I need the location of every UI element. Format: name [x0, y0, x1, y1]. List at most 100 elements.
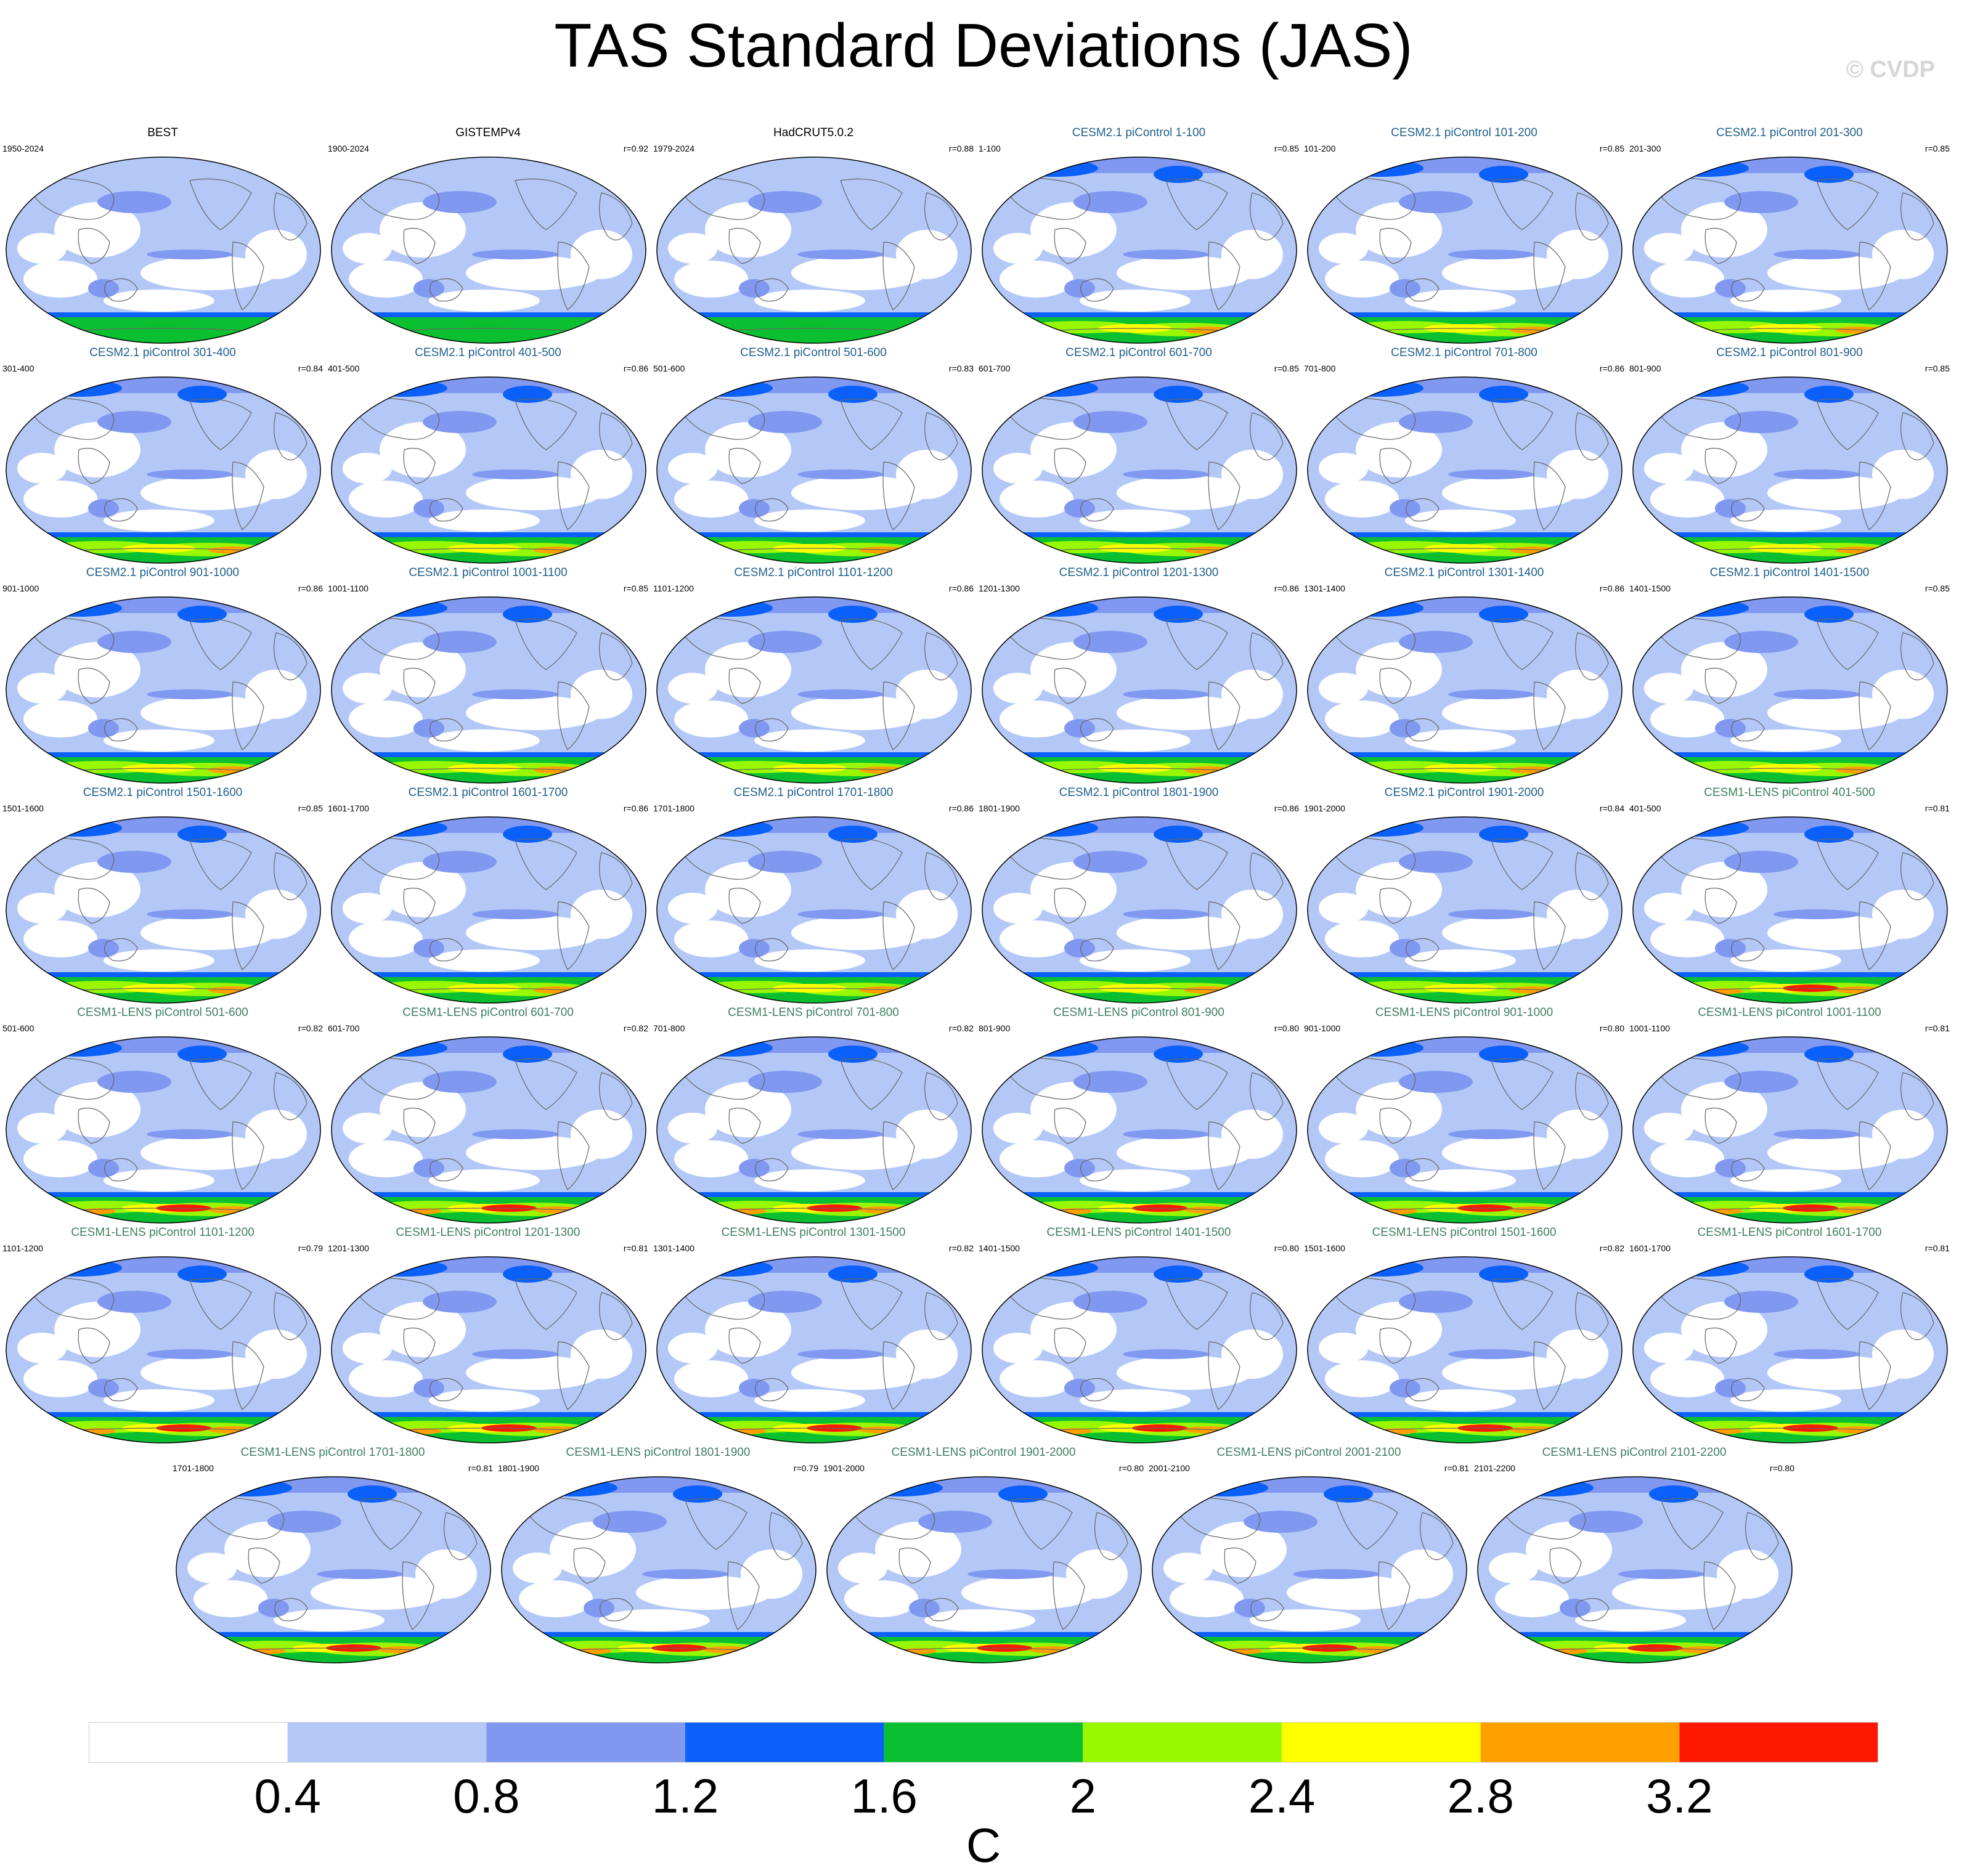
map-panel: CESM2.1 piControl 901-1000 901-1000 r=0.86 [0, 566, 325, 786]
map-panel: CESM1-LENS piControl 1801-1900 1801-1900 r… [495, 1446, 821, 1665]
panel-title: CESM1-LENS piControl 1301-1500 [721, 1226, 906, 1239]
panel-title: HadCRUT5.0.2 [773, 126, 853, 139]
map-image [1152, 1476, 1467, 1663]
panel-correlation: r=0.85 [298, 803, 323, 813]
panel-period: 2101-2200 [1474, 1463, 1515, 1473]
panel-period: 1901-2000 [823, 1463, 865, 1473]
panel-period: 1201-1300 [328, 1243, 369, 1253]
panel-title: CESM1-LENS piControl 1401-1500 [1046, 1226, 1231, 1239]
panel-correlation: r=0.85 [1599, 144, 1624, 153]
panel-correlation: r=0.80 [1769, 1463, 1794, 1473]
panel-title: CESM2.1 piControl 1101-1200 [734, 566, 893, 579]
panel-title: CESM2.1 piControl 1-100 [1072, 126, 1206, 139]
map-image [656, 376, 972, 564]
panel-period: 1301-1400 [653, 1243, 694, 1253]
panel-title: CESM1-LENS piControl 1601-1700 [1697, 1226, 1882, 1239]
panel-title: CESM1-LENS piControl 701-800 [728, 1006, 899, 1019]
map-panel: CESM1-LENS piControl 1301-1500 1301-1400 r… [651, 1226, 976, 1445]
map-image [6, 376, 321, 564]
map-image [6, 596, 321, 784]
panel-correlation: r=0.85 [1274, 144, 1299, 153]
panel-period: 1001-1100 [1629, 1023, 1670, 1033]
map-image [1632, 1036, 1948, 1224]
panel-period: 1701-1800 [173, 1463, 214, 1473]
map-panel: CESM2.1 piControl 201-300 201-300 r=0.85 [1627, 126, 1952, 346]
panel-correlation: r=0.86 [1274, 803, 1299, 813]
cvdp-watermark: © CVDP [1846, 57, 1935, 83]
map-image [331, 1256, 646, 1444]
panel-period: 601-700 [979, 363, 1011, 373]
map-panel: CESM1-LENS piControl 901-1000 901-1000 r=0… [1301, 1006, 1627, 1225]
panel-correlation: r=0.86 [623, 803, 648, 813]
map-image [1307, 596, 1623, 784]
panel-title: CESM2.1 piControl 401-500 [415, 346, 561, 359]
map-image [1307, 816, 1623, 1004]
panel-period: 1101-1200 [2, 1243, 43, 1253]
panel-correlation: r=0.79 [793, 1463, 818, 1473]
panel-period: 1501-1600 [1304, 1243, 1345, 1253]
map-image [826, 1476, 1142, 1663]
map-image [6, 156, 321, 344]
map-image [656, 1036, 972, 1224]
panel-period: 201-300 [1629, 144, 1661, 153]
map-image [331, 1036, 646, 1224]
panel-title: CESM1-LENS piControl 601-700 [402, 1006, 574, 1019]
panel-period: 1801-1900 [979, 803, 1020, 813]
panel-period: 1601-1700 [328, 803, 369, 813]
map-panel: CESM1-LENS piControl 2001-2100 2001-2100 r… [1146, 1446, 1472, 1665]
panel-title: BEST [147, 126, 178, 139]
panel-period: 901-1000 [2, 583, 39, 593]
panel-period: 801-900 [1629, 363, 1661, 373]
map-image [6, 1256, 321, 1444]
panel-title: CESM2.1 piControl 1601-1700 [408, 786, 568, 799]
panel-correlation: r=0.85 [1274, 363, 1299, 373]
map-image [1632, 156, 1948, 344]
map-panel: CESM2.1 piControl 301-400 301-400 r=0.84 [0, 346, 325, 566]
panel-period: 1501-1600 [2, 803, 44, 813]
panel-period: 101-200 [1304, 144, 1336, 153]
map-image [1307, 1036, 1623, 1224]
panel-title: CESM2.1 piControl 701-800 [1391, 346, 1537, 359]
panel-period: 1801-1900 [498, 1463, 539, 1473]
map-image [331, 816, 646, 1004]
colorbar-segment [685, 1722, 884, 1763]
panel-title: CESM2.1 piControl 1801-1900 [1059, 786, 1219, 799]
colorbar-tick-label: 3.2 [1646, 1769, 1713, 1823]
map-image [982, 816, 1297, 1004]
panel-correlation: r=0.81 [1924, 1023, 1950, 1033]
panel-title: CESM1-LENS piControl 901-1000 [1375, 1006, 1554, 1019]
map-image [501, 1476, 817, 1663]
panel-period: 1901-2000 [1304, 803, 1345, 813]
map-panel: CESM2.1 piControl 701-800 701-800 r=0.86 [1301, 346, 1627, 566]
panel-correlation: r=0.85 [1924, 144, 1950, 153]
map-panel: CESM2.1 piControl 1401-1500 1401-1500 r=0.… [1627, 566, 1952, 786]
panel-correlation: r=0.84 [1599, 803, 1624, 813]
map-panel: CESM2.1 piControl 1901-2000 1901-2000 r=0.… [1301, 786, 1627, 1005]
map-panel: CESM2.1 piControl 1601-1700 1601-1700 r=0.… [325, 786, 651, 1005]
map-image [331, 156, 646, 344]
panel-period: 1601-1700 [1629, 1243, 1671, 1253]
panel-correlation: r=0.86 [623, 363, 648, 373]
panel-correlation: r=0.83 [948, 363, 974, 373]
map-panel: CESM2.1 piControl 1301-1400 1301-1400 r=0.… [1301, 566, 1627, 786]
colorbar-segment [1083, 1722, 1282, 1763]
map-panel: CESM1-LENS piControl 1101-1200 1101-1200 r… [0, 1226, 325, 1445]
panel-title: CESM2.1 piControl 1201-1300 [1059, 566, 1219, 579]
map-image [6, 816, 321, 1004]
panel-period: 701-800 [653, 1023, 685, 1033]
map-image [656, 156, 972, 344]
panel-period: 1001-1100 [328, 583, 369, 593]
panel-correlation: r=0.82 [948, 1243, 974, 1253]
panel-title: CESM1-LENS piControl 2101-2200 [1542, 1446, 1727, 1459]
map-panel: CESM2.1 piControl 1701-1800 1701-1800 r=0.… [651, 786, 976, 1005]
colorbar-tick-label: 0.8 [453, 1769, 520, 1823]
map-image [982, 376, 1297, 564]
panel-correlation: r=0.86 [948, 583, 974, 593]
map-image [1632, 376, 1948, 564]
map-panel: CESM2.1 piControl 501-600 501-600 r=0.83 [651, 346, 976, 566]
panel-correlation: r=0.80 [1274, 1243, 1299, 1253]
map-panel: CESM2.1 piControl 1001-1100 1001-1100 r=0.… [325, 566, 651, 786]
map-image [331, 376, 646, 564]
map-panel: CESM1-LENS piControl 2101-2200 2101-2200 r… [1472, 1446, 1797, 1665]
panel-correlation: r=0.85 [1924, 583, 1950, 593]
